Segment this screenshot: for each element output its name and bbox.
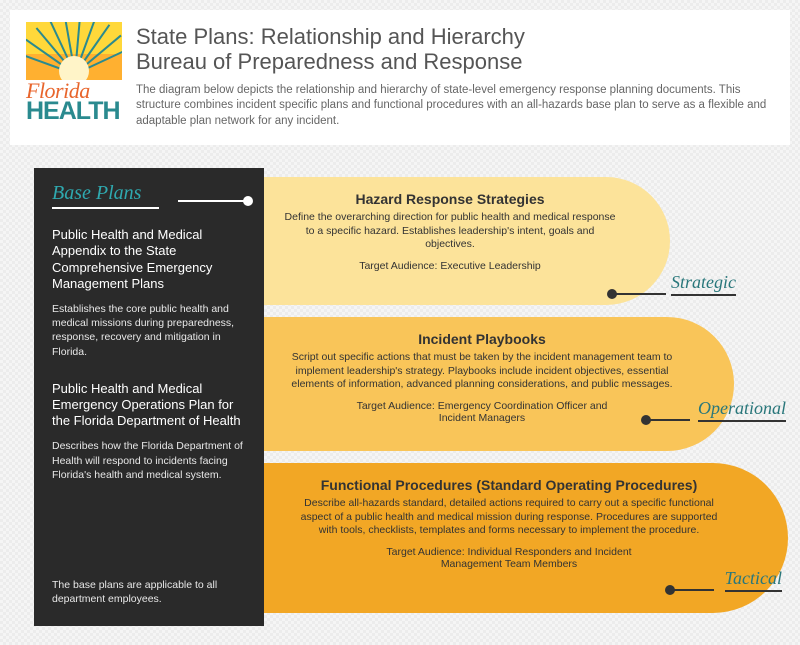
logo-sun-graphic	[26, 22, 122, 80]
florida-health-logo: Florida HEALTH	[26, 22, 122, 122]
page-description: The diagram below depicts the relationsh…	[136, 83, 774, 130]
header-text-block: State Plans: Relationship and Hierarchy …	[136, 22, 774, 129]
base-item2-body: Describes how the Florida Department of …	[52, 439, 246, 482]
logo-text-health: HEALTH	[26, 101, 122, 122]
level-label-tactical: Tactical	[725, 568, 782, 592]
page-title-line1: State Plans: Relationship and Hierarchy	[136, 24, 774, 49]
level-label-strategic: Strategic	[671, 272, 736, 296]
connector-operational	[646, 419, 690, 421]
connector-tactical	[670, 589, 714, 591]
page-title-line2: Bureau of Preparedness and Response	[136, 49, 774, 74]
tier-operational: Incident Playbooks Script out specific a…	[190, 317, 734, 451]
tier3-target: Target Audience: Individual Responders a…	[369, 546, 649, 570]
base-item2-title: Public Health and Medical Emergency Oper…	[52, 381, 246, 430]
connector-strategic	[612, 293, 666, 295]
base-plans-title: Base Plans	[52, 182, 159, 209]
level-label-operational: Operational	[698, 398, 786, 422]
base-footer: The base plans are applicable to all dep…	[52, 578, 246, 606]
tier3-title: Functional Procedures (Standard Operatin…	[280, 477, 738, 493]
tier1-target: Target Audience: Executive Leadership	[280, 260, 620, 272]
base-item1-body: Establishes the core public health and m…	[52, 302, 246, 359]
base-title-connector	[178, 200, 248, 202]
base-item1-title: Public Health and Medical Appendix to th…	[52, 227, 246, 292]
tier1-body: Define the overarching direction for pub…	[280, 211, 620, 252]
tier1-title: Hazard Response Strategies	[280, 191, 620, 207]
tier3-body: Describe all-hazards standard, detailed …	[299, 497, 719, 538]
tier2-target: Target Audience: Emergency Coordination …	[342, 400, 622, 424]
base-plans-panel: Base Plans Public Health and Medical App…	[34, 168, 264, 626]
tier2-title: Incident Playbooks	[280, 331, 684, 347]
tier2-body: Script out specific actions that must be…	[280, 351, 684, 392]
header: Florida HEALTH State Plans: Relationship…	[10, 10, 790, 145]
